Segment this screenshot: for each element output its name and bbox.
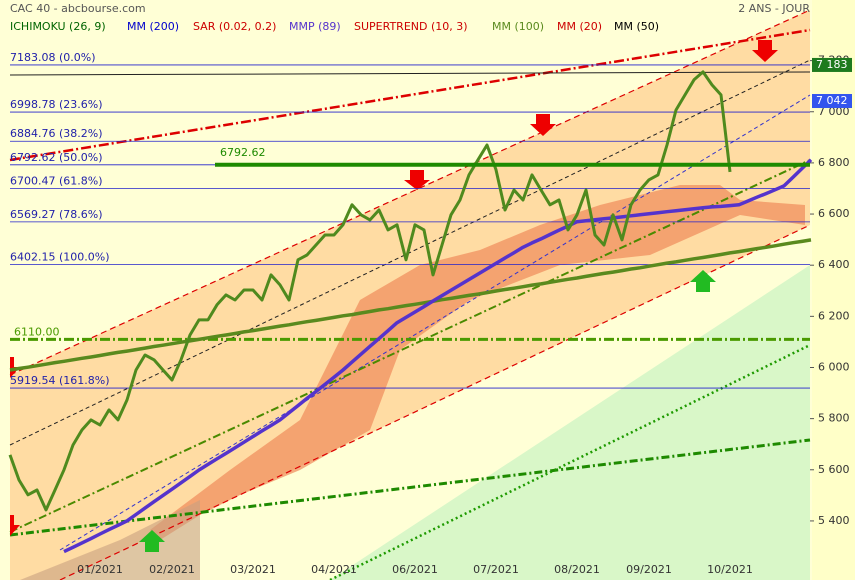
series-line — [8, 70, 732, 512]
fib-label: 6884.76 (38.2%) — [10, 127, 103, 140]
last-value-box — [812, 57, 852, 72]
fib-label: 6700.47 (61.8%) — [10, 174, 103, 187]
x-tick-label: 10/2021 — [707, 563, 753, 576]
fib-label: 5919.54 (161.8%) — [10, 374, 110, 387]
trend-line — [9, 71, 811, 76]
series-line — [9, 238, 812, 372]
fib-label: 6402.15 (100.0%) — [10, 251, 110, 264]
sell-arrow — [530, 114, 556, 136]
legend-label: SAR (0.02, 0.2) — [193, 20, 276, 33]
y-tick-label: 6 800 — [818, 156, 850, 169]
legend-label: SUPERTREND (10, 3) — [354, 20, 468, 33]
level-label: 6792.62 — [220, 146, 266, 159]
y-tick-label: 6 200 — [818, 309, 850, 322]
x-tick-label: 08/2021 — [554, 563, 600, 576]
series-line — [63, 158, 813, 554]
resistance-line — [9, 28, 811, 162]
y-tick-label: 6 400 — [818, 258, 850, 271]
trend-line — [9, 159, 811, 533]
y-tick-label: 5 600 — [818, 463, 850, 476]
trend-line — [329, 343, 811, 580]
x-tick-label: 07/2021 — [473, 563, 519, 576]
channel-bottom — [59, 224, 811, 580]
x-tick-label: 06/2021 — [392, 563, 438, 576]
y-tick-label: 6 600 — [818, 207, 850, 220]
median-line — [9, 59, 811, 446]
x-tick-label: 04/2021 — [311, 563, 357, 576]
y-tick-label: 6 000 — [818, 360, 850, 373]
legend-label: MM (100) — [492, 20, 544, 33]
sell-arrow — [404, 170, 430, 190]
fib-label: 6792.62 (50.0%) — [10, 151, 103, 164]
median-line — [59, 94, 811, 551]
legend-label: MM (20) — [557, 20, 602, 33]
trend-line — [9, 438, 811, 537]
support-label: 6110.00 — [14, 325, 60, 338]
last-value-box — [812, 94, 852, 109]
x-tick-label: 02/2021 — [149, 563, 195, 576]
sell-arrow — [10, 515, 20, 536]
buy-arrow — [690, 270, 716, 292]
chart-subtitle: 2 ANS - JOUR — [738, 2, 810, 15]
fib-label: 6569.27 (78.6%) — [10, 208, 103, 221]
ichimoku-cloud — [20, 500, 200, 580]
y-tick-label: 5 400 — [818, 514, 850, 527]
legend-label: MM (200) — [127, 20, 179, 33]
legend-label: MMP (89) — [289, 20, 341, 33]
sell-arrow — [752, 40, 778, 62]
fib-label: 6998.78 (23.6%) — [10, 98, 103, 111]
last-value-label: 7 183 — [816, 58, 848, 71]
channel-top — [9, 9, 811, 376]
legend-label: ICHIMOKU (26, 9) — [10, 20, 106, 33]
data-layer: 5 400 5 600 5 800 6 000 6 200 6 400 6 600 6 800… — [8, 51, 852, 576]
legend-label: MM (50) — [614, 20, 659, 33]
y-tick-label: 5 800 — [818, 412, 850, 425]
support-zone — [330, 265, 810, 580]
ichimoku-cloud — [150, 185, 805, 540]
chart-title: CAC 40 - abcbourse.com — [10, 2, 146, 15]
x-tick-label: 09/2021 — [626, 563, 672, 576]
x-tick-label: 01/2021 — [77, 563, 123, 576]
x-tick-label: 03/2021 — [230, 563, 276, 576]
fib-label: 7183.08 (0.0%) — [10, 51, 96, 64]
last-value-label: 7 042 — [816, 94, 848, 107]
buy-arrow — [139, 530, 165, 552]
signal-arrows — [10, 40, 778, 552]
